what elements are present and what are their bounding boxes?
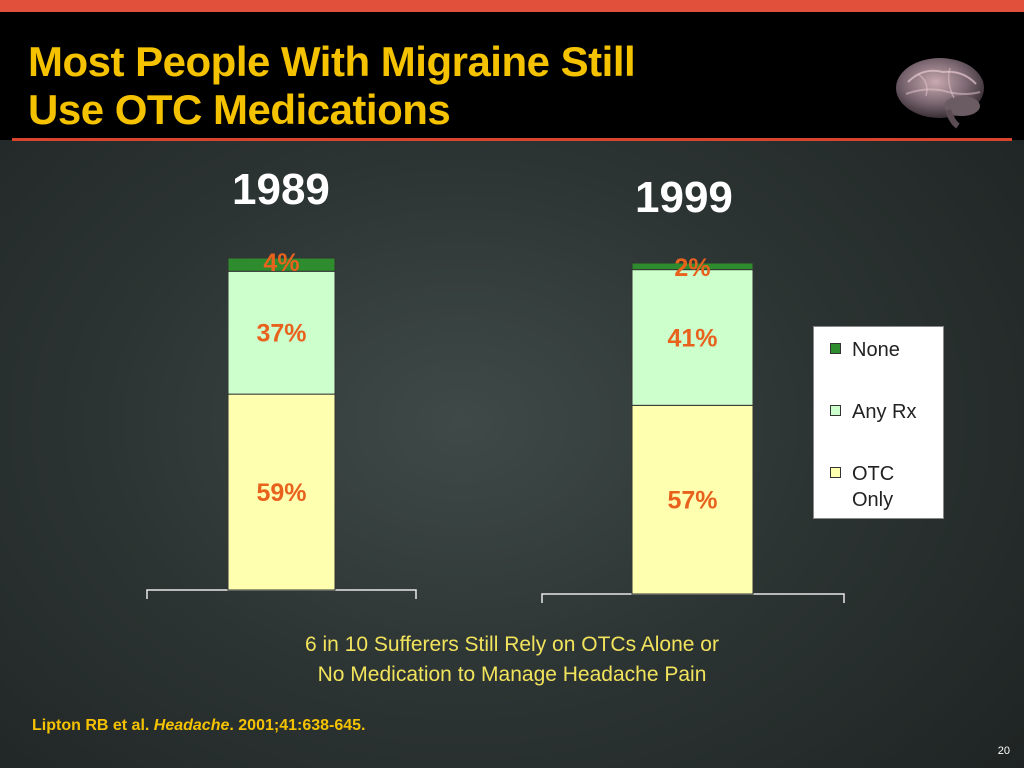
legend-label-none: None (852, 339, 900, 361)
slide-subtitle-line-1: 6 in 10 Sufferers Still Rely on OTCs Alo… (305, 633, 719, 656)
chart-legend: None Any Rx OTC Only (813, 326, 944, 519)
slide-title-line-2: Use OTC Medications (28, 86, 451, 133)
citation-authors: Lipton RB et al. (32, 717, 154, 734)
data-label-none-1999: 2% (674, 254, 710, 282)
bar-segment-otc-only-1989 (227, 393, 336, 591)
title-bar: Most People With Migraine Still Use OTC … (0, 12, 1024, 140)
slide-subtitle: 6 in 10 Sufferers Still Rely on OTCs Alo… (200, 630, 824, 690)
bar-segment-any-rx-1999 (631, 269, 754, 406)
title-underline (12, 138, 1012, 141)
legend-swatch-otc-only (830, 467, 841, 478)
data-label-any-rx-1999: 41% (667, 324, 717, 352)
citation: Lipton RB et al. Headache. 2001;41:638-6… (32, 717, 365, 735)
data-label-otc-only-1989: 59% (256, 479, 306, 507)
legend-label-otc-only: OTC Only (852, 463, 895, 511)
citation-details: . 2001;41:638-645. (229, 717, 366, 734)
x-axis-1989 (146, 589, 417, 599)
data-label-any-rx-1989: 37% (256, 320, 306, 348)
bar-segment-none-1989 (227, 257, 336, 272)
bar-segment-none-1999 (631, 262, 754, 271)
brain-icon (896, 58, 984, 129)
category-label-1999: 1999 (635, 173, 733, 222)
legend-swatch-any-rx (830, 405, 841, 416)
page-number: 20 (997, 745, 1010, 757)
bar-segment-any-rx-1989 (227, 270, 336, 395)
slide-subtitle-line-2: No Medication to Manage Headache Pain (317, 663, 707, 686)
data-label-otc-only-1999: 57% (667, 487, 717, 515)
top-accent-bar (0, 0, 1024, 12)
legend-swatch-none (830, 343, 841, 354)
x-axis-1999 (541, 593, 845, 603)
slide-title: Most People With Migraine Still Use OTC … (28, 38, 636, 134)
slide-title-line-1: Most People With Migraine Still (28, 38, 636, 85)
legend-label-any-rx: Any Rx (852, 401, 917, 423)
data-label-none-1989: 4% (263, 249, 299, 277)
citation-journal: Headache (153, 717, 230, 734)
bar-segment-otc-only-1999 (631, 404, 754, 595)
category-label-1989: 1989 (232, 165, 330, 214)
